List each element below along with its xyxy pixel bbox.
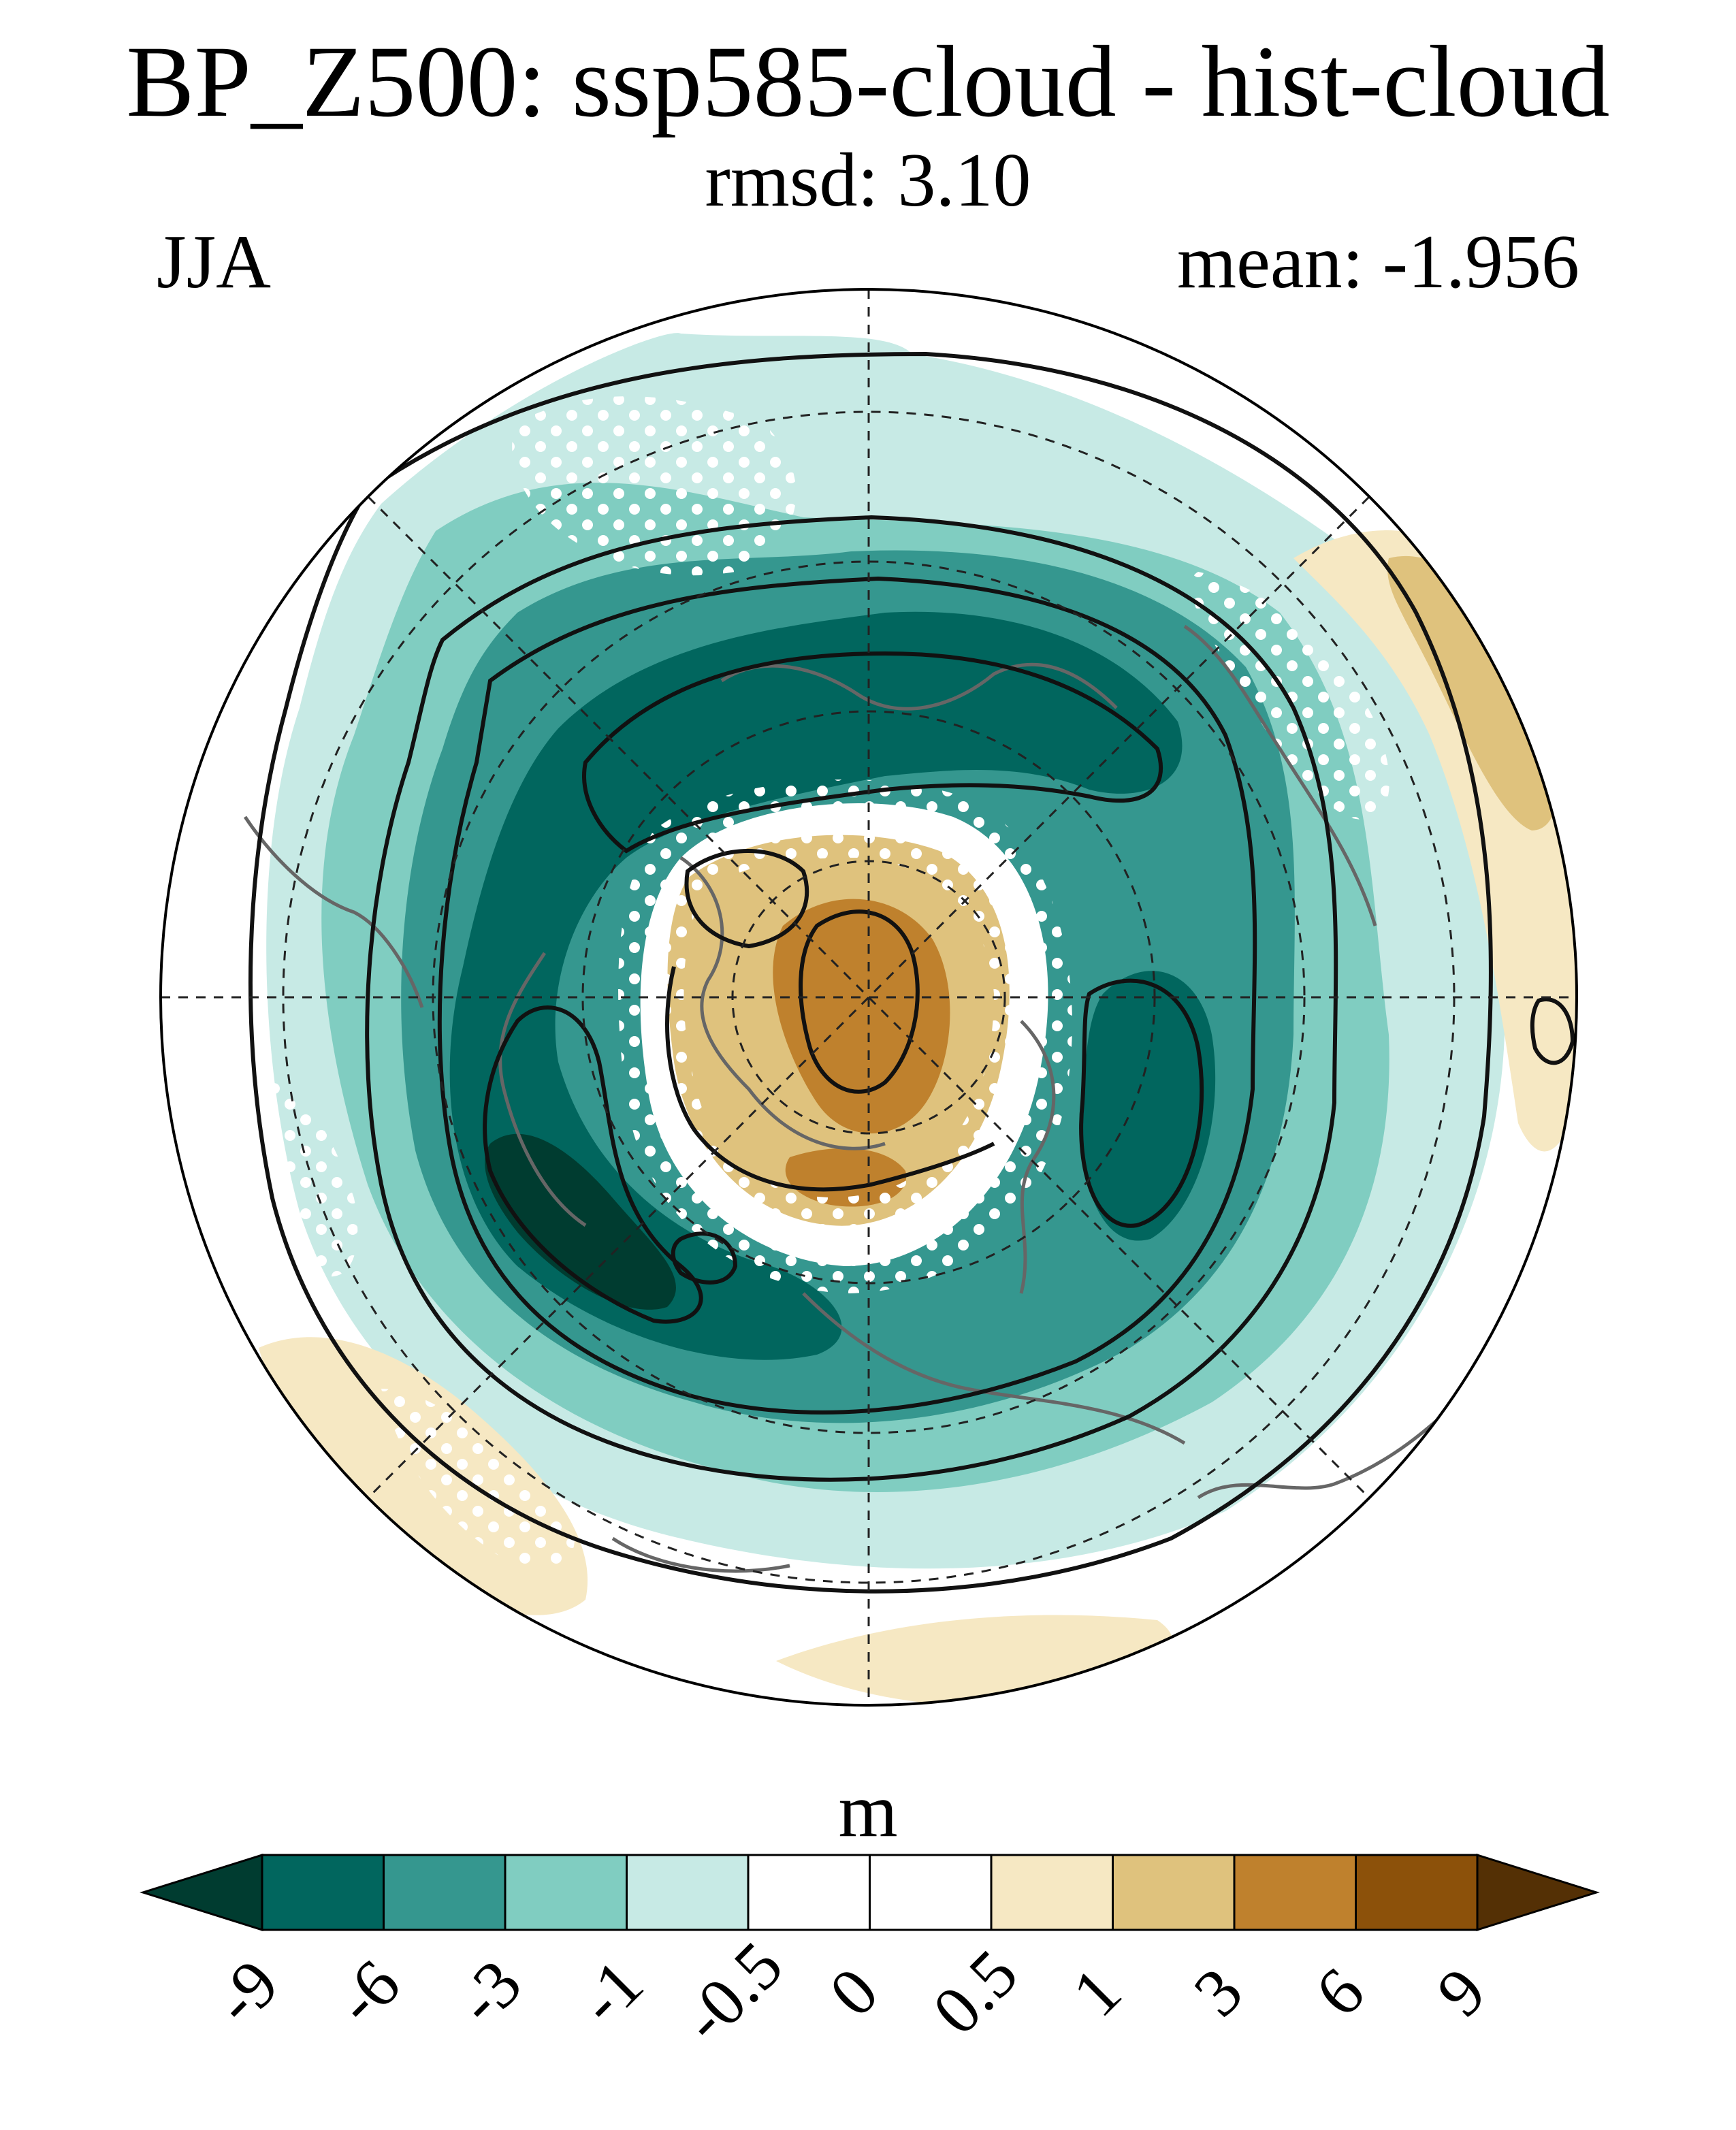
colorbar-box — [1112, 1854, 1236, 1931]
colorbar-box — [383, 1854, 507, 1931]
map-border — [159, 288, 1578, 1707]
colorbar-box — [261, 1854, 385, 1931]
stippling-southwest — [381, 1389, 575, 1568]
colorbar-box — [1233, 1854, 1357, 1931]
plot-title: BP_Z500: ssp585-cloud - hist-cloud — [126, 25, 1610, 138]
stippling-west — [245, 1082, 358, 1277]
colorbar-box — [504, 1854, 628, 1931]
lat-lon-grid — [161, 289, 1577, 1705]
colorbar-tick-label: 0.5 — [918, 1935, 1032, 2049]
colorbar-tick-label: 3 — [1179, 1953, 1257, 2031]
colorbar-tick-label: 1 — [1058, 1953, 1136, 2031]
colorbar-box — [1355, 1854, 1479, 1931]
map-disk — [161, 289, 1577, 1705]
colorbar-box — [869, 1854, 993, 1931]
colorbar-lower-extension — [139, 1853, 263, 1932]
rmsd-label: rmsd: 3.10 — [705, 138, 1031, 223]
stippling-east — [1191, 572, 1389, 820]
mean-label: mean: -1.956 — [1177, 220, 1579, 304]
colorbar: -9 -6 -3 -1 -0.5 0 0.5 1 3 6 9 — [139, 1853, 1601, 2057]
colorbar-upper-extension — [1476, 1853, 1601, 1932]
coastlines — [243, 624, 1472, 1573]
season-label: JJA — [157, 220, 272, 304]
colorbar-tick-label: -3 — [443, 1946, 536, 2039]
colorbar-box — [626, 1854, 750, 1931]
colorbar-tick-label: -1 — [564, 1946, 657, 2039]
anomaly-strong-positive — [773, 899, 950, 1133]
anomaly-strong-negative-east — [1081, 971, 1216, 1241]
contours — [248, 351, 1575, 1594]
anomaly-strong-negative — [449, 611, 1183, 1360]
colorbar-tick-label: 0 — [815, 1953, 893, 2031]
anomaly-positive-east-strong — [1387, 555, 1558, 830]
colorbar-tick-label: 9 — [1422, 1953, 1500, 2031]
colorbar-tick-label: -6 — [321, 1946, 414, 2039]
colorbar-box — [747, 1854, 871, 1931]
colorbar-tick-label: -9 — [199, 1946, 293, 2039]
colorbar-box — [990, 1854, 1114, 1931]
stippling-north — [512, 396, 797, 576]
colorbar-tick-label: -0.5 — [667, 1927, 797, 2056]
colorbar-unit: m — [838, 1769, 898, 1853]
colorbar-tick-label: 6 — [1301, 1953, 1379, 2031]
